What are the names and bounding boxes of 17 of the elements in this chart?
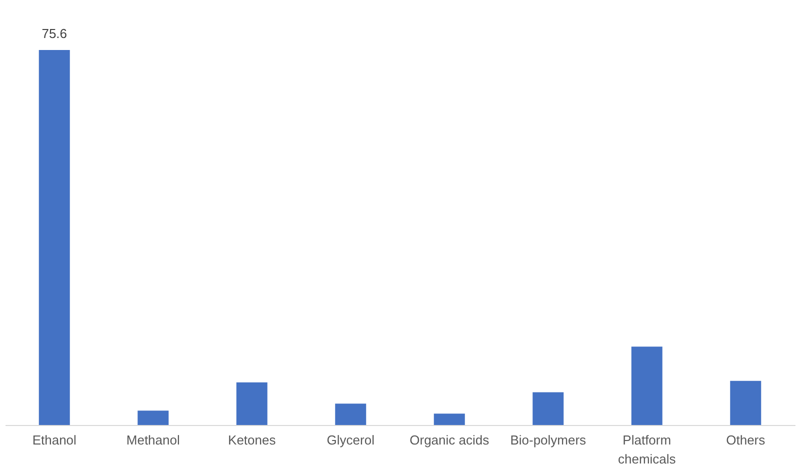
x-tick-label: Bio-polymers bbox=[510, 432, 587, 448]
bar bbox=[434, 414, 465, 425]
bar bbox=[138, 410, 169, 425]
bar bbox=[38, 50, 70, 425]
x-tick-label: Platform chemicals bbox=[618, 432, 676, 466]
x-tick-label: Ethanol bbox=[32, 432, 77, 448]
bar bbox=[335, 404, 366, 425]
x-tick-label: Others bbox=[726, 432, 766, 448]
x-tick-label: Methanol bbox=[126, 432, 180, 448]
bar bbox=[532, 392, 564, 425]
x-tick-label: Organic acids bbox=[410, 432, 490, 448]
data-label: 75.6 bbox=[42, 26, 68, 41]
bar bbox=[236, 382, 268, 425]
x-tick-label: Ketones bbox=[228, 432, 276, 448]
bar bbox=[730, 380, 762, 425]
x-tick-label: Glycerol bbox=[326, 432, 375, 448]
bar bbox=[631, 346, 662, 425]
